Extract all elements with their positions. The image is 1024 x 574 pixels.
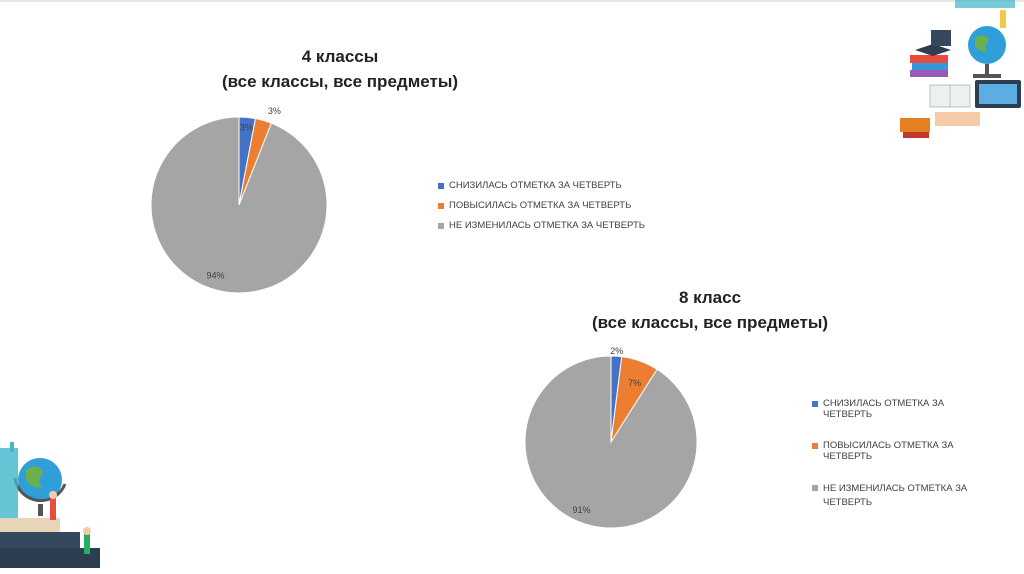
chart1-legend-label-increased: ПОВЫСИЛАСЬ ОТМЕТКА ЗА ЧЕТВЕРТЬ [449,200,632,211]
chart1-legend-swatch-unchanged [438,223,444,229]
chart2-legend: СНИЗИЛАСЬ ОТМЕТКА ЗА ЧЕТВЕРТЬ ПОВЫСИЛАСЬ… [812,398,972,510]
chart2-data-label-unchanged: 91% [572,505,590,515]
chart2-legend-label-unchanged: НЕ ИЗМЕНИЛАСЬ ОТМЕТКА ЗА ЧЕТВЕРТЬ [823,483,968,508]
chart2-slice-unchanged [524,355,698,529]
chart2-legend-swatch-decreased [812,401,818,407]
chart1-legend-swatch-increased [438,203,444,209]
chart2-legend-swatch-unchanged [812,485,818,491]
slide-top-border [0,0,1024,2]
chart1-pie: 3% 3% 94% [150,106,328,294]
chart1-legend-label-decreased: СНИЗИЛАСЬ ОТМЕТКА ЗА ЧЕТВЕРТЬ [449,180,622,191]
chart1-legend: СНИЗИЛАСЬ ОТМЕТКА ЗА ЧЕТВЕРТЬ ПОВЫСИЛАСЬ… [438,180,668,231]
chart1-data-label-increased: 3% [268,106,281,116]
chart2-legend-label-decreased: СНИЗИЛАСЬ ОТМЕТКА ЗА ЧЕТВЕРТЬ [823,398,945,420]
chart2-legend-item-increased: ПОВЫСИЛАСЬ ОТМЕТКА ЗА ЧЕТВЕРТЬ [812,440,972,462]
chart2-pie: 2% 7% 91% [524,346,698,529]
chart1-title-line1: 4 классы [301,47,379,66]
chart1-legend-label-unchanged: НЕ ИЗМЕНИЛАСЬ ОТМЕТКА ЗА ЧЕТВЕРТЬ [449,220,645,231]
chart1-legend-item-decreased: СНИЗИЛАСЬ ОТМЕТКА ЗА ЧЕТВЕРТЬ [438,180,668,191]
chart2-data-label-increased: 7% [628,378,641,388]
chart1-legend-item-unchanged: НЕ ИЗМЕНИЛАСЬ ОТМЕТКА ЗА ЧЕТВЕРТЬ [438,220,668,231]
chart2-legend-label-increased: ПОВЫСИЛАСЬ ОТМЕТКА ЗА ЧЕТВЕРТЬ [823,440,954,462]
chart2-title-line1: 8 класс [678,288,742,307]
chart2-data-label-decreased: 2% [610,346,623,356]
globe-and-books-illustration [0,442,100,568]
chart2-legend-item-decreased: СНИЗИЛАСЬ ОТМЕТКА ЗА ЧЕТВЕРТЬ [812,398,972,420]
chart2-legend-swatch-increased [812,443,818,449]
chart1-title-line2: (все классы, все предметы) [221,72,459,91]
chart2-title: 8 класс (все классы, все предметы) [560,285,860,335]
chart2-title-line2: (все классы, все предметы) [591,313,829,332]
chart1-legend-swatch-decreased [438,183,444,189]
chart1-title: 4 классы (все классы, все предметы) [190,44,490,94]
chart2-legend-item-unchanged: НЕ ИЗМЕНИЛАСЬ ОТМЕТКА ЗА ЧЕТВЕРТЬ [812,482,972,510]
chart1-slice-unchanged [150,116,328,294]
chart1-legend-item-increased: ПОВЫСИЛАСЬ ОТМЕТКА ЗА ЧЕТВЕРТЬ [438,200,668,211]
chart1-data-label-unchanged: 94% [207,271,225,281]
chart1-data-label-decreased: 3% [240,122,253,132]
school-supplies-illustration [900,0,1021,138]
